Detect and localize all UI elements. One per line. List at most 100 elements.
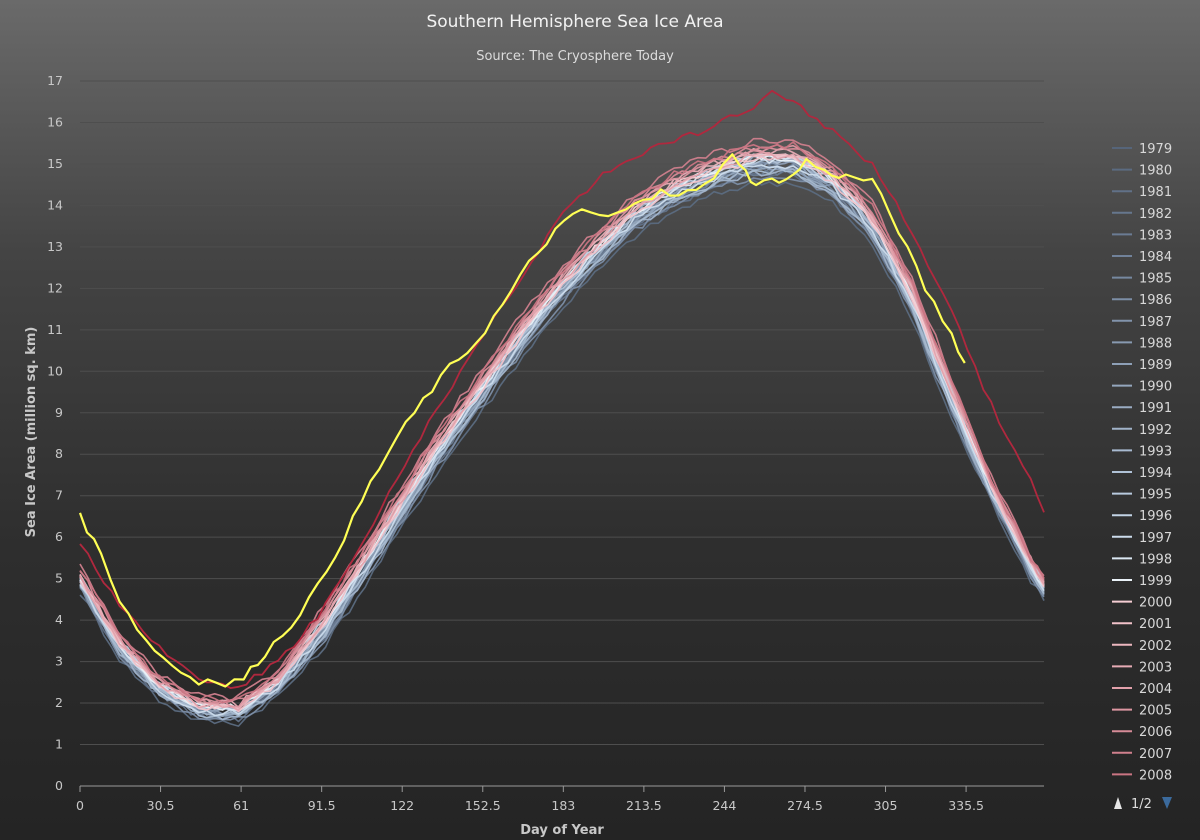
- grid: [80, 80, 1044, 746]
- legend-item-1991[interactable]: 1991: [1112, 401, 1172, 416]
- x-tick-label: 122: [390, 798, 414, 813]
- series-line-1999: [79, 153, 1045, 711]
- legend-label: 1982: [1139, 207, 1172, 222]
- series-line-1980: [79, 179, 1045, 727]
- legend-label: 1979: [1139, 142, 1172, 157]
- y-tick-label: 13: [47, 239, 63, 254]
- series-line-2005: [79, 144, 1045, 708]
- legend: 1979 1980 1981 1982 1983 1984 1985 1986 1987 1988…: [1112, 142, 1172, 783]
- legend-item-2006[interactable]: 2006: [1112, 725, 1172, 740]
- legend-label: 1988: [1139, 336, 1172, 351]
- x-tick-label: 305: [874, 798, 898, 813]
- series-line-2006: [79, 143, 1045, 704]
- series-line-1990: [79, 165, 1045, 717]
- legend-item-2008[interactable]: 2008: [1112, 768, 1172, 783]
- legend-item-1993[interactable]: 1993: [1112, 444, 1172, 459]
- y-tick-label: 3: [55, 654, 63, 669]
- legend-item-1992[interactable]: 1992: [1112, 423, 1172, 438]
- legend-label: 1986: [1139, 293, 1172, 308]
- legend-label: 2003: [1139, 660, 1172, 675]
- legend-label: 2005: [1139, 704, 1172, 719]
- series-line-1979: [79, 162, 1045, 717]
- x-tick-label: 61: [233, 798, 249, 813]
- y-axis-title: Sea Ice Area (million sq. km): [24, 327, 39, 538]
- legend-label: 1993: [1139, 444, 1172, 459]
- legend-label: 1984: [1139, 250, 1172, 265]
- y-tick-label: 14: [47, 197, 63, 212]
- legend-item-1985[interactable]: 1985: [1112, 272, 1172, 287]
- legend-label: 2007: [1139, 747, 1172, 762]
- series-line-1994: [79, 158, 1045, 712]
- legend-label: 2008: [1139, 768, 1172, 783]
- series-line-2000: [79, 153, 1045, 710]
- legend-page-down-icon[interactable]: [1162, 797, 1172, 809]
- legend-label: 1983: [1139, 228, 1172, 243]
- legend-item-1997[interactable]: 1997: [1112, 531, 1172, 546]
- x-tick-label: 274.5: [787, 798, 823, 813]
- legend-item-1982[interactable]: 1982: [1112, 207, 1172, 222]
- y-tick-label: 0: [55, 778, 63, 793]
- x-tick-label: 244: [712, 798, 736, 813]
- chart-subtitle: Source: The Cryosphere Today: [476, 49, 674, 64]
- legend-label: 1989: [1139, 358, 1172, 373]
- highlight-series-line: [78, 153, 966, 688]
- legend-label: 1981: [1139, 185, 1172, 200]
- x-tick-label: 152.5: [465, 798, 501, 813]
- x-axis-ticks: 0 30.5 61 91.5 122 152.5 183 213.5 244 274.5 305 33…: [76, 786, 984, 813]
- legend-item-2000[interactable]: 2000: [1112, 596, 1172, 611]
- x-tick-label: 183: [551, 798, 575, 813]
- series-line-1984: [79, 165, 1045, 718]
- series-line-1989: [79, 159, 1045, 714]
- series-line-1993: [79, 166, 1045, 719]
- legend-item-2003[interactable]: 2003: [1112, 660, 1172, 675]
- legend-item-2001[interactable]: 2001: [1112, 617, 1172, 632]
- legend-label: 1987: [1139, 315, 1172, 330]
- y-tick-label: 1: [55, 737, 63, 752]
- x-tick-label: 335.5: [948, 798, 984, 813]
- series-line-2001: [79, 155, 1045, 713]
- chart-title: Southern Hemisphere Sea Ice Area: [426, 12, 723, 32]
- y-tick-label: 9: [55, 405, 63, 420]
- y-tick-label: 12: [47, 280, 63, 295]
- legend-item-1980[interactable]: 1980: [1112, 164, 1172, 179]
- legend-item-1999[interactable]: 1999: [1112, 574, 1172, 589]
- legend-page-up-icon[interactable]: [1114, 797, 1122, 809]
- legend-item-2005[interactable]: 2005: [1112, 704, 1172, 719]
- series-line-2008: [79, 141, 1045, 704]
- series-line-1987: [79, 159, 1045, 713]
- y-tick-label: 6: [55, 529, 63, 544]
- y-tick-label: 16: [47, 114, 63, 129]
- legend-item-2004[interactable]: 2004: [1112, 682, 1172, 697]
- legend-label: 1998: [1139, 552, 1172, 567]
- legend-item-2002[interactable]: 2002: [1112, 639, 1172, 654]
- series-line-1996: [79, 153, 1045, 710]
- legend-label: 2006: [1139, 725, 1172, 740]
- legend-item-1987[interactable]: 1987: [1112, 315, 1172, 330]
- legend-item-1998[interactable]: 1998: [1112, 552, 1172, 567]
- legend-label: 2004: [1139, 682, 1172, 697]
- legend-item-1981[interactable]: 1981: [1112, 185, 1172, 200]
- legend-item-1994[interactable]: 1994: [1112, 466, 1172, 481]
- legend-item-1990[interactable]: 1990: [1112, 380, 1172, 395]
- legend-label: 2001: [1139, 617, 1172, 632]
- legend-item-2007[interactable]: 2007: [1112, 747, 1172, 762]
- legend-label: 1994: [1139, 466, 1172, 481]
- legend-item-1983[interactable]: 1983: [1112, 228, 1172, 243]
- y-tick-label: 10: [47, 363, 63, 378]
- y-tick-label: 2: [55, 695, 63, 710]
- legend-label: 1980: [1139, 164, 1172, 179]
- legend-label: 1991: [1139, 401, 1172, 416]
- y-tick-label: 17: [47, 73, 63, 88]
- legend-item-1988[interactable]: 1988: [1112, 336, 1172, 351]
- legend-item-1984[interactable]: 1984: [1112, 250, 1172, 265]
- legend-item-1996[interactable]: 1996: [1112, 509, 1172, 524]
- series-line-1997: [79, 164, 1045, 717]
- legend-page-indicator: 1/2: [1131, 797, 1152, 812]
- legend-item-1989[interactable]: 1989: [1112, 358, 1172, 373]
- series-line-1985: [79, 160, 1045, 714]
- record-series-line: [79, 89, 1045, 689]
- legend-item-1986[interactable]: 1986: [1112, 293, 1172, 308]
- legend-item-1995[interactable]: 1995: [1112, 488, 1172, 503]
- legend-item-1979[interactable]: 1979: [1112, 142, 1172, 157]
